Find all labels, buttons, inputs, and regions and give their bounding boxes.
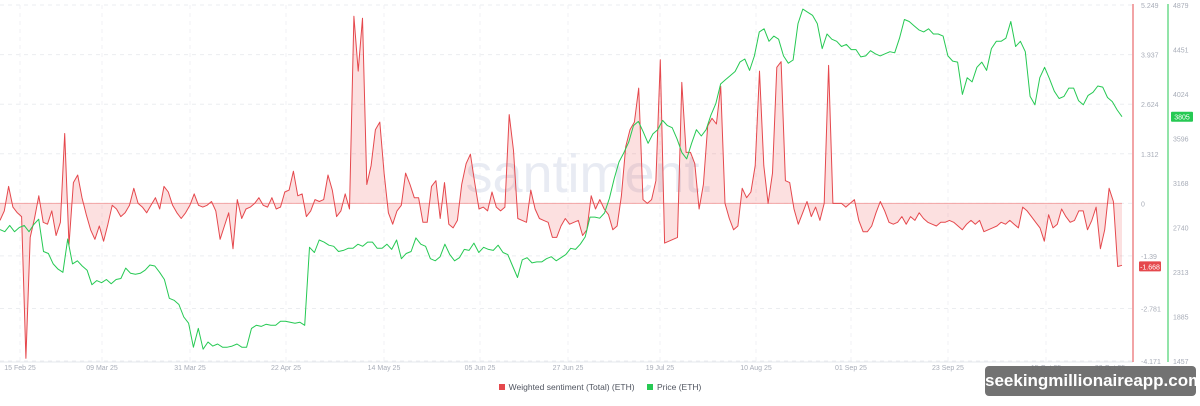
price-current-badge: 3805 <box>1174 115 1190 122</box>
x-tick-label: 14 May 25 <box>368 365 401 372</box>
legend-sentiment-label: Weighted sentiment (Total) (ETH) <box>508 382 635 392</box>
legend-item-sentiment[interactable]: Weighted sentiment (Total) (ETH) <box>498 382 635 392</box>
x-tick-label: 15 Feb 25 <box>4 365 36 372</box>
price-tick-label: 3596 <box>1173 136 1189 143</box>
price-tick-label: 4879 <box>1173 3 1189 10</box>
legend-item-price[interactable]: Price (ETH) <box>646 382 702 392</box>
x-tick-label: 22 Apr 25 <box>271 365 301 372</box>
x-tick-label: 09 Mar 25 <box>86 365 118 372</box>
price-tick-label: 1457 <box>1173 359 1189 366</box>
sentiment-tick-label: 1.312 <box>1141 152 1159 159</box>
x-tick-label: 27 Jun 25 <box>553 365 584 372</box>
legend: Weighted sentiment (Total) (ETH) Price (… <box>0 382 1200 392</box>
sentiment-tick-label: 3.937 <box>1141 53 1159 60</box>
legend-price-label: Price (ETH) <box>656 382 702 392</box>
x-tick-label: 01 Sep 25 <box>835 365 867 372</box>
series-layer <box>0 8 1123 359</box>
sentiment-tick-label: 2.624 <box>1141 102 1159 109</box>
grid-lines <box>0 4 1133 363</box>
price-tick-label: 4024 <box>1173 92 1189 99</box>
x-tick-label: 10 Aug 25 <box>740 365 772 372</box>
sentiment-tick-label: -1.39 <box>1141 254 1157 261</box>
santiment-watermark: santiment. <box>465 144 714 204</box>
sentiment-tick-label: -2.781 <box>1141 306 1161 313</box>
price-swatch-icon <box>646 384 653 390</box>
sentiment-swatch-icon <box>498 384 505 390</box>
x-tick-label: 19 Jul 25 <box>646 365 675 372</box>
price-line <box>0 8 1123 350</box>
price-tick-label: 2740 <box>1173 226 1189 233</box>
sentiment-tick-label: 5.249 <box>1141 3 1159 10</box>
price-tick-label: 2313 <box>1173 270 1189 277</box>
x-tick-label: 23 Sep 25 <box>932 365 964 372</box>
price-tick-label: 1885 <box>1173 314 1189 321</box>
sentiment-tick-label: 0 <box>1141 201 1145 208</box>
x-tick-label: 31 Mar 25 <box>174 365 206 372</box>
x-tick-label: 05 Jun 25 <box>465 365 496 372</box>
sentiment-line <box>0 15 1123 359</box>
sentiment-current-badge: -1.668 <box>1140 264 1160 271</box>
price-tick-label: 4451 <box>1173 48 1189 55</box>
sentiment-tick-label: -4.171 <box>1141 359 1161 366</box>
price-tick-label: 3168 <box>1173 181 1189 188</box>
site-watermark: seekingmillionaireapp.com <box>985 366 1200 396</box>
